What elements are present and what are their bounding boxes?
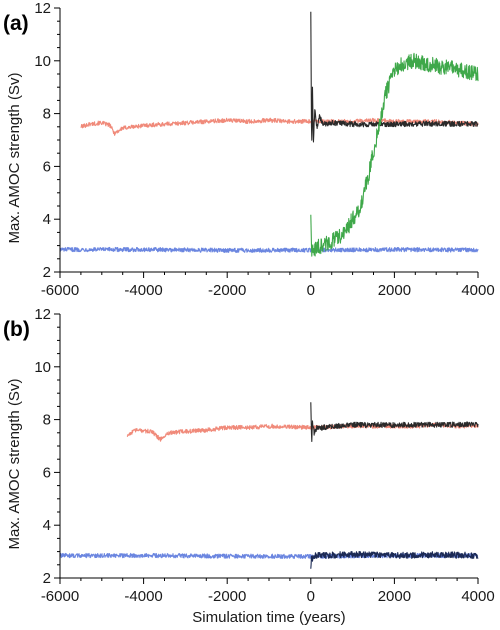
x-tick-label: 0	[307, 282, 315, 299]
x-tick-label: -4000	[124, 282, 162, 299]
panel-b: 2 4 6 8 10 12 -6000 -4000 -2000 0 2000 4000 Max. AMO…	[3, 306, 495, 626]
x-tick-label: -4000	[124, 588, 162, 605]
y-tick-label: 10	[34, 359, 51, 376]
x-axis-label: Simulation time (years)	[192, 609, 345, 626]
y-tick-label: 8	[43, 106, 51, 123]
x-tick-label: 0	[307, 588, 315, 605]
y-tick-label: 12	[34, 0, 51, 17]
y-axis-label: Max. AMOC strength (Sv)	[6, 379, 23, 550]
series-line	[126, 422, 479, 442]
axes	[59, 8, 478, 273]
x-tick-label: 4000	[461, 588, 494, 605]
y-tick-label: 12	[34, 306, 51, 323]
x-tick-label: 2000	[378, 282, 411, 299]
series-line	[80, 117, 479, 136]
x-tick-label: 4000	[461, 282, 494, 299]
y-axis-label: Max. AMOC strength (Sv)	[6, 73, 23, 244]
panel-label: (b)	[3, 318, 30, 341]
y-tick-label: 6	[43, 464, 51, 481]
x-tick-label: -2000	[208, 588, 246, 605]
axes	[59, 314, 478, 579]
y-tick-label: 8	[43, 412, 51, 429]
y-tick-label: 2	[43, 570, 51, 587]
panel-label: (a)	[3, 12, 29, 35]
series-line	[310, 402, 479, 443]
series-line	[59, 246, 479, 253]
y-tick-label: 2	[43, 264, 51, 281]
y-tick-label: 10	[34, 53, 51, 70]
series-line	[310, 11, 479, 143]
x-tick-label: -6000	[41, 282, 79, 299]
y-tick-label: 4	[43, 211, 51, 228]
x-tick-label: -6000	[41, 588, 79, 605]
series-line	[310, 52, 479, 257]
x-tick-label: 2000	[378, 588, 411, 605]
series-line	[310, 550, 479, 569]
x-tick-label: -2000	[208, 282, 246, 299]
panel-a: 2 4 6 8 10 12 -6000 -4000 -2000 0 2000 4000 Max. AMO…	[3, 0, 495, 299]
y-tick-label: 4	[43, 517, 51, 534]
y-tick-label: 6	[43, 158, 51, 175]
